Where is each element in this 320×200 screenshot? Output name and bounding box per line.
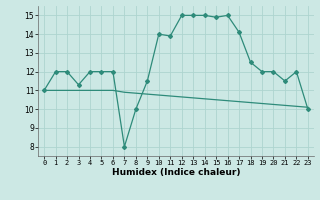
X-axis label: Humidex (Indice chaleur): Humidex (Indice chaleur) xyxy=(112,168,240,177)
